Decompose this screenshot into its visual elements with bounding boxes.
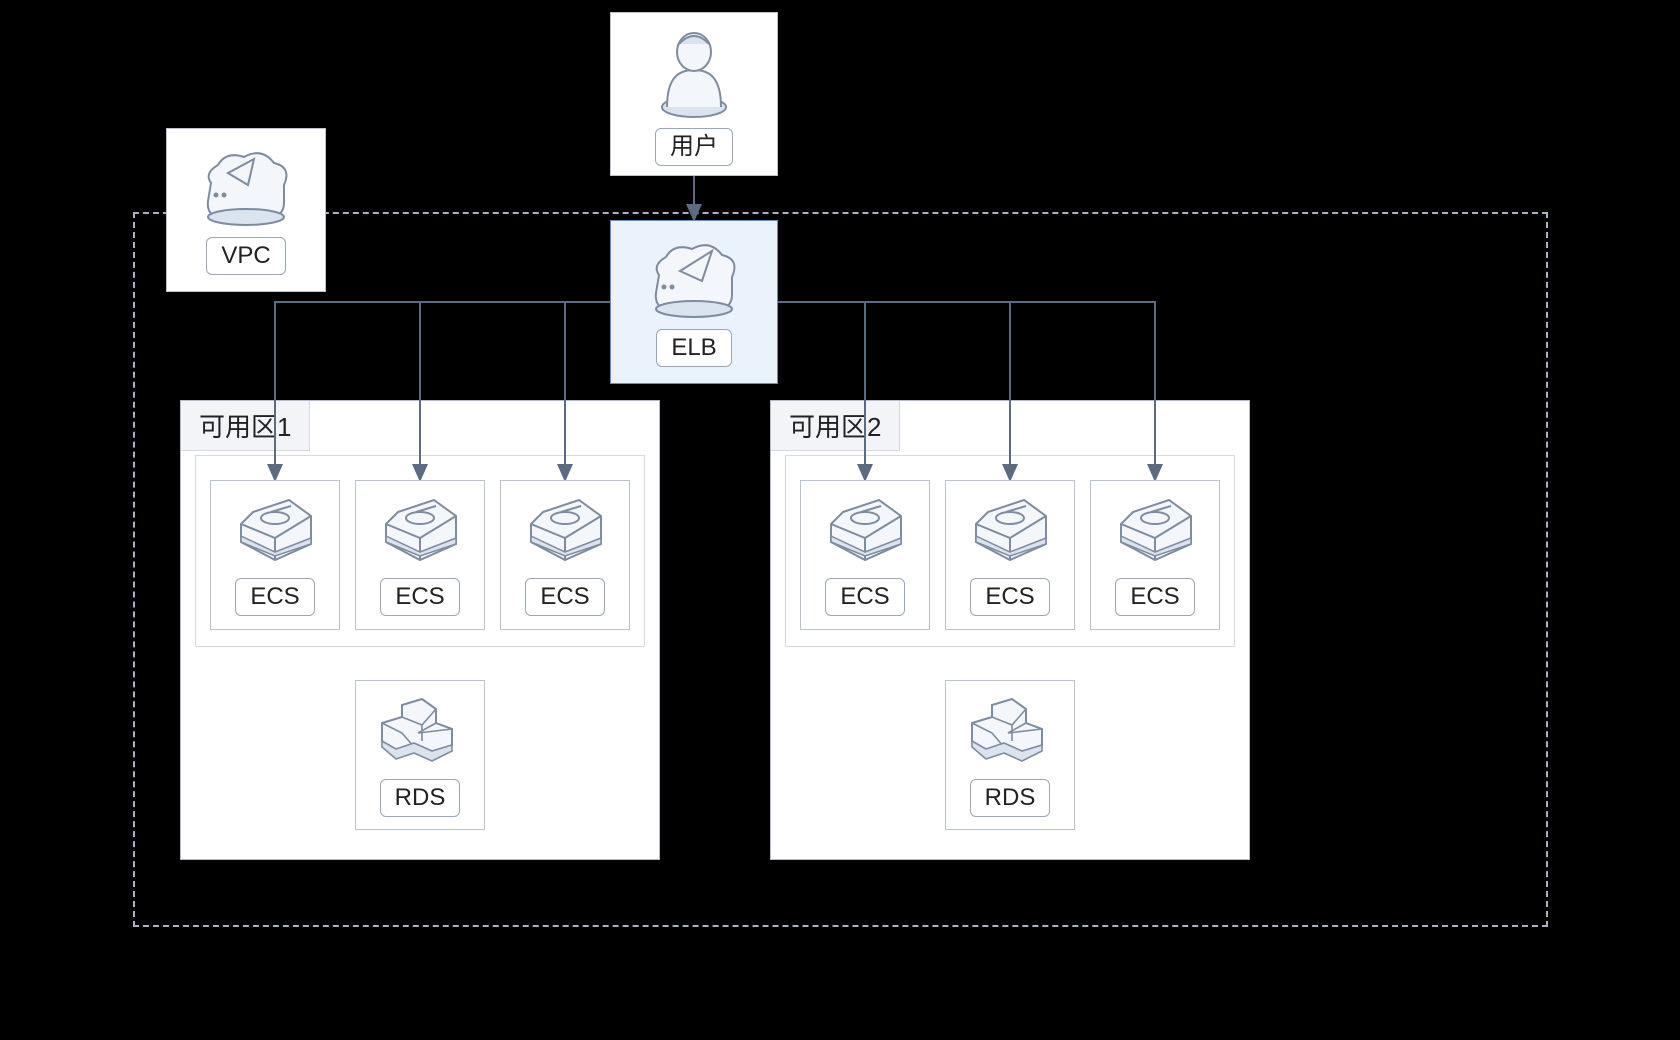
ecs-icon [821,494,909,572]
node-ecs-a2: ECS [355,480,485,630]
node-ecs-b3: ECS [1090,480,1220,630]
node-ecs-b3-label: ECS [1115,578,1194,615]
node-user-label: 用户 [655,128,733,165]
node-rds-a-label: RDS [380,779,461,816]
zone-2-title: 可用区2 [771,401,900,451]
node-ecs-a2-label: ECS [380,578,459,615]
node-ecs-b2-label: ECS [970,578,1049,615]
node-ecs-a1: ECS [210,480,340,630]
rds-icon [964,693,1056,773]
ecs-icon [1111,494,1199,572]
node-vpc: VPC [166,128,326,292]
vpc-icon [196,145,296,231]
ecs-icon [376,494,464,572]
node-ecs-a3: ECS [500,480,630,630]
node-ecs-b1-label: ECS [825,578,904,615]
node-user: 用户 [610,12,778,176]
node-vpc-label: VPC [206,237,285,274]
elb-icon [644,237,744,323]
node-rds-b-label: RDS [970,779,1051,816]
node-elb-label: ELB [656,329,731,366]
node-ecs-a3-label: ECS [525,578,604,615]
node-ecs-a1-label: ECS [235,578,314,615]
ecs-icon [966,494,1054,572]
ecs-icon [231,494,319,572]
node-elb: ELB [610,220,778,384]
ecs-icon [521,494,609,572]
rds-icon [374,693,466,773]
diagram-stage: 可用区1 可用区2 用户 [0,0,1680,1040]
zone-1-title: 可用区1 [181,401,310,451]
node-ecs-b2: ECS [945,480,1075,630]
node-rds-a: RDS [355,680,485,830]
node-rds-b: RDS [945,680,1075,830]
node-ecs-b1: ECS [800,480,930,630]
user-icon [649,22,739,122]
